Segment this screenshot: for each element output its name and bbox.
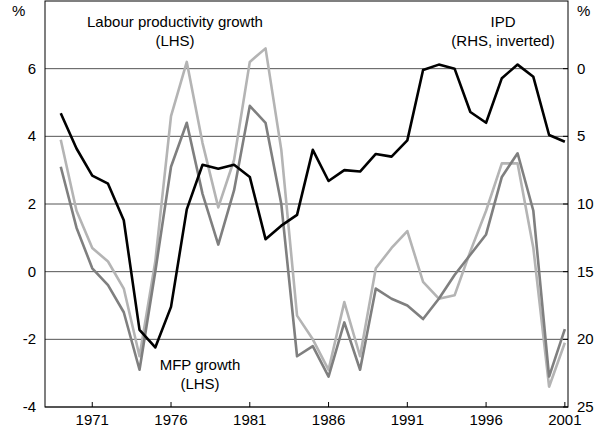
y2-tick	[563, 204, 568, 205]
x-tick	[92, 402, 93, 407]
x-tick-label: 1996	[469, 411, 502, 428]
y2-tick	[563, 339, 568, 340]
grid-line	[45, 136, 568, 137]
x-tick	[249, 402, 250, 407]
y2-tick-label: 10	[577, 195, 594, 212]
y-tick-label: 2	[28, 195, 36, 212]
series-annotation: IPD	[490, 13, 515, 30]
grid-line	[45, 339, 568, 340]
series-annotation: MFP growth	[160, 356, 241, 373]
series-line	[61, 48, 565, 386]
x-tick	[171, 402, 172, 407]
series-group	[61, 48, 565, 386]
x-tick	[407, 402, 408, 407]
y-tick-label: -4	[23, 398, 36, 415]
x-tick-label: 1986	[312, 411, 345, 428]
y2-tick-label: 15	[577, 263, 594, 280]
x-tick	[564, 402, 565, 407]
y-unit-label: %	[12, 2, 25, 19]
y-tick-label: 4	[28, 127, 36, 144]
y2-unit-label: %	[577, 2, 590, 19]
x-tick-label: 1976	[154, 411, 187, 428]
series-annotation: (LHS)	[155, 32, 194, 49]
y-tick-label: 0	[28, 263, 36, 280]
y2-tick	[563, 271, 568, 272]
plot-frame	[45, 1, 568, 407]
series-annotation: (RHS, inverted)	[451, 32, 554, 49]
chart: -4-202460510152025%%19711976198119861991…	[0, 0, 600, 430]
series-line	[61, 65, 565, 348]
y2-tick-label: 20	[577, 330, 594, 347]
y2-tick-label: 0	[577, 60, 585, 77]
series-line	[61, 106, 565, 377]
y-tick-label: 6	[28, 60, 36, 77]
x-tick	[486, 402, 487, 407]
y2-tick	[563, 136, 568, 137]
x-tick-label: 2001	[548, 411, 581, 428]
x-tick-label: 1991	[391, 411, 424, 428]
y-tick-label: -2	[23, 330, 36, 347]
series-annotation: (LHS)	[180, 375, 219, 392]
y2-tick-label: 5	[577, 127, 585, 144]
grid-line	[45, 68, 568, 69]
grid-line	[45, 271, 568, 272]
x-tick-label: 1971	[76, 411, 109, 428]
y2-tick	[563, 68, 568, 69]
x-tick	[328, 402, 329, 407]
series-annotation: Labour productivity growth	[87, 13, 263, 30]
y2-tick	[563, 407, 568, 408]
x-tick-label: 1981	[233, 411, 266, 428]
